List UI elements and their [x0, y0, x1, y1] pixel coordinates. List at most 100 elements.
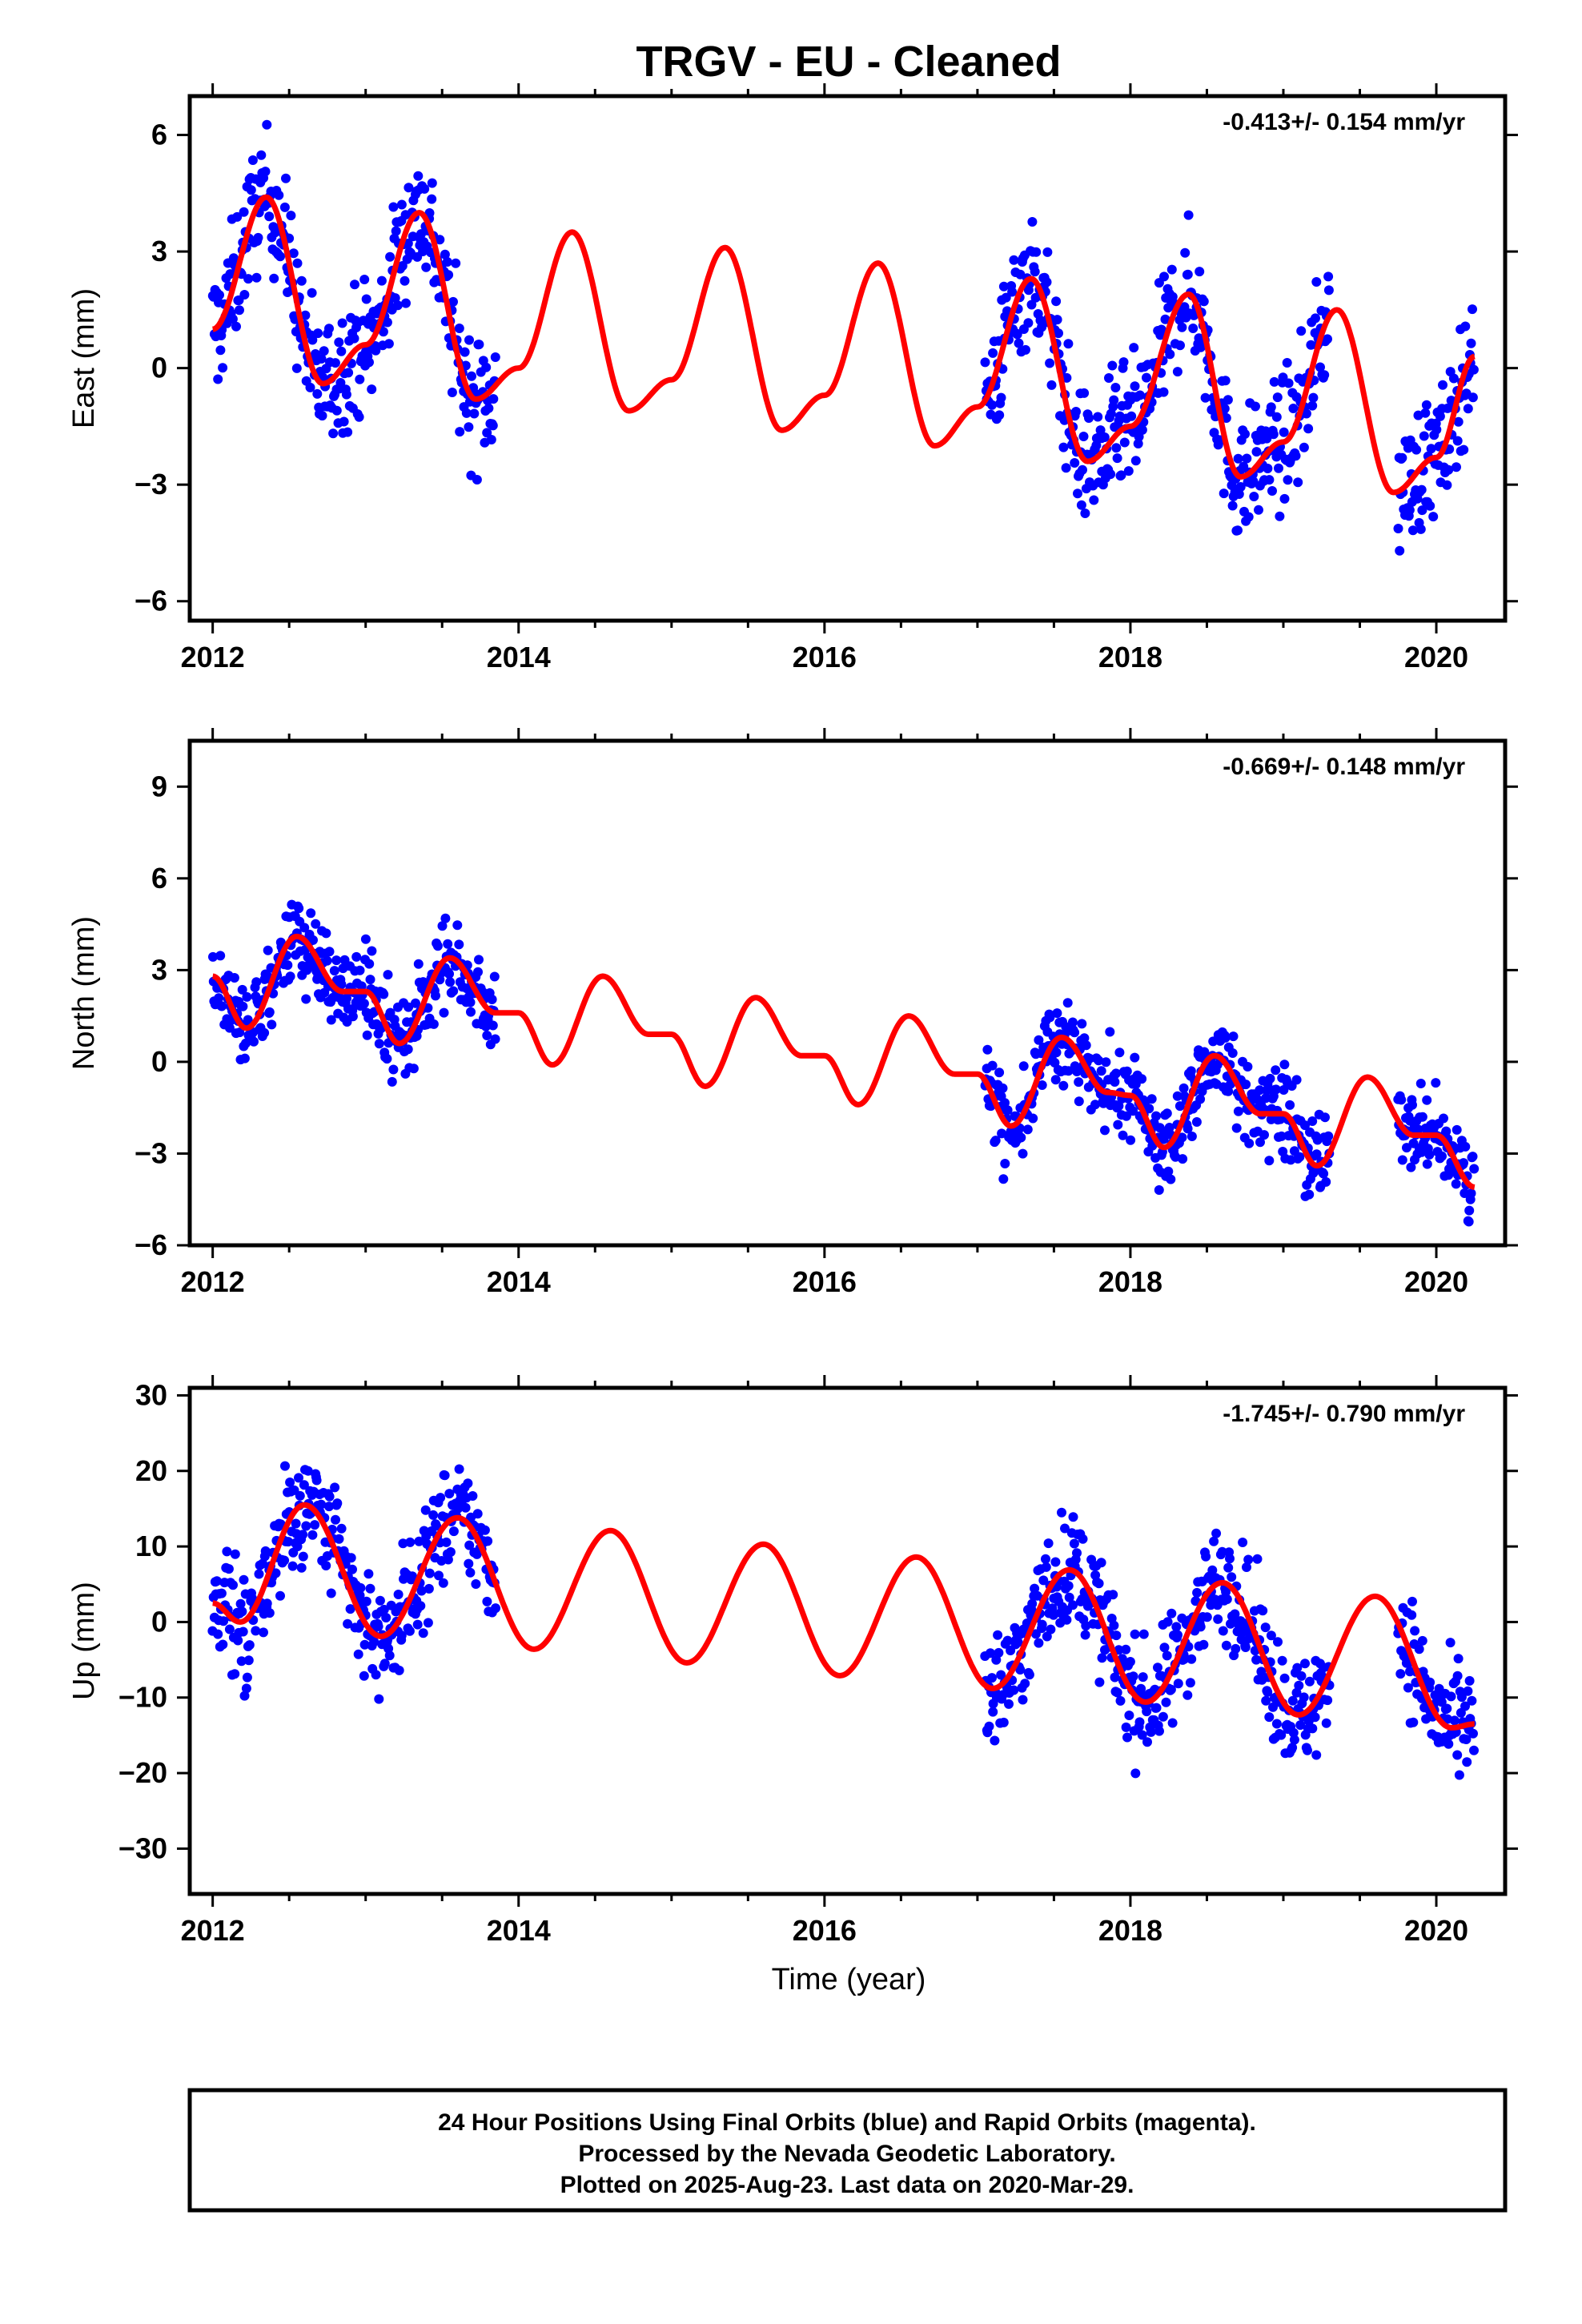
data-point: [420, 183, 430, 194]
data-point: [1424, 1149, 1435, 1160]
data-point: [1261, 426, 1271, 436]
data-point: [1115, 1695, 1126, 1706]
data-point: [390, 293, 400, 304]
data-point: [1123, 466, 1134, 476]
data-point: [1002, 1105, 1013, 1116]
data-point: [1407, 1596, 1417, 1606]
data-point: [1188, 324, 1199, 333]
north-trend-line: [211, 933, 1476, 1190]
data-point: [428, 1019, 439, 1029]
y-tick-label: 20: [135, 1454, 167, 1487]
data-point: [1468, 392, 1478, 403]
data-point: [1080, 1630, 1090, 1640]
data-point: [246, 185, 256, 195]
data-point: [1269, 376, 1279, 387]
data-point: [1221, 413, 1231, 423]
data-point: [251, 977, 262, 987]
data-point: [213, 1629, 223, 1639]
data-point: [408, 231, 418, 242]
data-point: [1137, 1730, 1147, 1740]
data-point: [308, 935, 318, 945]
data-point: [1299, 1692, 1309, 1703]
data-point: [1201, 1551, 1211, 1562]
data-point: [432, 941, 443, 951]
data-point: [1160, 314, 1170, 324]
data-point: [1051, 1047, 1062, 1058]
data-point: [1106, 469, 1116, 480]
data-point: [239, 290, 250, 300]
data-point: [1417, 1635, 1427, 1646]
data-point: [1244, 1138, 1255, 1148]
data-point: [1030, 267, 1040, 277]
data-point: [1072, 1548, 1082, 1558]
data-point: [330, 358, 340, 368]
data-point: [356, 981, 367, 991]
data-point: [416, 1586, 427, 1596]
data-point: [1118, 357, 1129, 368]
data-point: [1050, 1557, 1061, 1567]
data-point: [994, 410, 1005, 420]
data-point: [1251, 401, 1260, 412]
data-point: [445, 1547, 456, 1557]
data-point: [483, 1536, 493, 1546]
data-point: [1231, 1123, 1242, 1133]
data-point: [1122, 1732, 1132, 1743]
data-point: [361, 1596, 371, 1606]
data-point: [1304, 1676, 1315, 1687]
data-point: [279, 202, 290, 212]
data-point: [1142, 1737, 1152, 1747]
x-tick-label: 2016: [793, 1914, 857, 1947]
y-tick-label: 6: [151, 119, 167, 151]
data-point: [1144, 1104, 1154, 1114]
y-tick-label: −30: [118, 1831, 167, 1864]
data-point: [1014, 338, 1024, 348]
data-point: [998, 1174, 1009, 1184]
data-point: [998, 281, 1009, 292]
data-point: [447, 388, 457, 397]
data-point: [216, 1588, 227, 1598]
data-point: [1255, 1085, 1265, 1096]
data-point: [1068, 1512, 1078, 1522]
data-point: [1028, 1113, 1038, 1124]
data-point: [305, 382, 315, 392]
data-point: [1156, 324, 1166, 335]
data-point: [444, 270, 454, 280]
data-point: [1307, 400, 1318, 411]
data-point: [1426, 444, 1436, 454]
data-point: [464, 335, 474, 345]
data-point: [1195, 1622, 1206, 1632]
data-point: [1077, 1019, 1087, 1029]
data-point: [316, 1499, 327, 1510]
data-point: [1254, 505, 1263, 515]
data-point: [271, 1568, 281, 1578]
data-point: [1264, 475, 1275, 485]
data-point: [1126, 1135, 1136, 1145]
data-point: [1074, 1077, 1084, 1088]
up-trend-line: [211, 1502, 1476, 1731]
data-point: [1407, 1610, 1417, 1620]
data-point: [1243, 1062, 1253, 1072]
data-point: [1004, 1699, 1014, 1709]
data-point: [1421, 400, 1431, 410]
data-point: [283, 1537, 293, 1547]
data-point: [1321, 1718, 1331, 1728]
data-point: [1431, 1078, 1441, 1088]
data-point: [1295, 1152, 1305, 1162]
data-point: [359, 1639, 370, 1650]
data-point: [396, 199, 407, 210]
data-point: [1154, 1726, 1164, 1736]
data-point: [326, 1588, 336, 1598]
data-point: [379, 1659, 390, 1669]
data-point: [1397, 452, 1407, 463]
data-point: [1464, 1675, 1475, 1686]
data-point: [448, 1526, 459, 1537]
data-point: [387, 1076, 397, 1087]
data-point: [1202, 1612, 1212, 1622]
data-point: [1042, 277, 1052, 287]
data-point: [1231, 1643, 1241, 1654]
y-tick-label: 30: [135, 1378, 167, 1411]
data-point: [1094, 1578, 1104, 1589]
data-point: [281, 173, 291, 183]
data-point: [1323, 1695, 1333, 1706]
y-tick-label: 0: [151, 1045, 167, 1078]
